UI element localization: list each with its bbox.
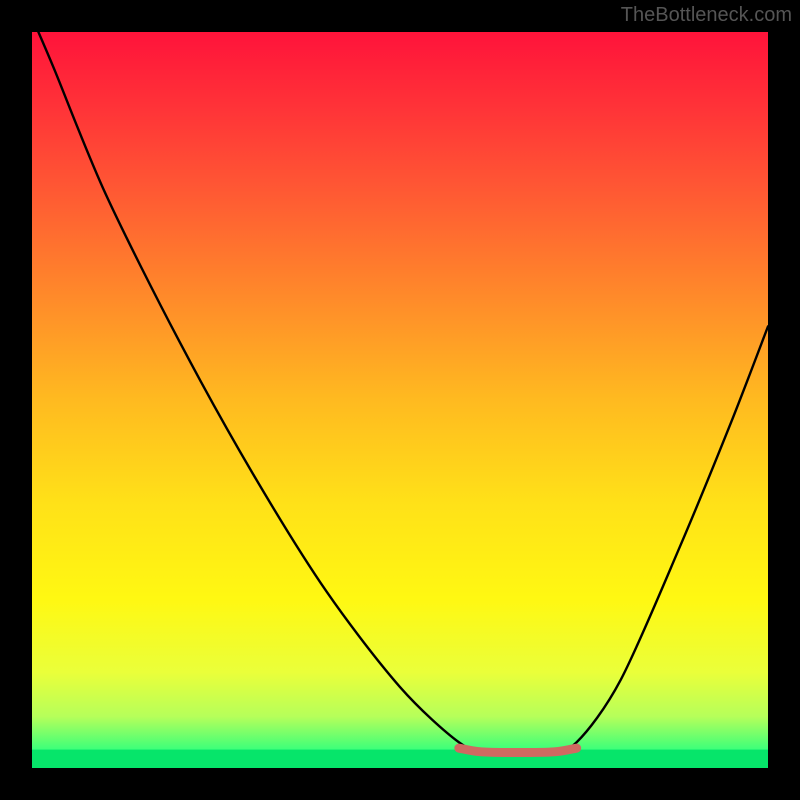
valley-flat-highlight [459, 748, 577, 752]
plot-area [32, 32, 768, 768]
attribution-text: TheBottleneck.com [621, 4, 792, 27]
green-valley-band [32, 750, 768, 768]
gradient-background [32, 32, 768, 768]
chart-frame: TheBottleneck.com [0, 0, 800, 800]
plot-svg [32, 32, 768, 768]
